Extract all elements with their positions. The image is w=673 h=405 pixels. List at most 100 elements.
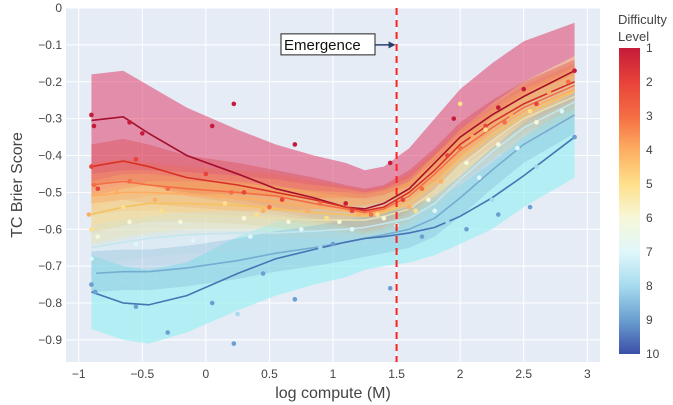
point-27	[228, 190, 234, 195]
series-line-4	[91, 88, 575, 216]
point-47	[89, 226, 94, 232]
point-21	[445, 153, 450, 158]
point-70	[133, 241, 139, 247]
colorbar: Difficulty Level 1 2 3 4 5 6 7 8 9 10	[618, 12, 667, 361]
point-15	[133, 156, 139, 162]
point-5	[231, 101, 237, 107]
colorbar-tick-8: 8	[646, 279, 653, 293]
band-3	[91, 63, 575, 232]
point-8	[387, 160, 393, 166]
x-tick-8: 3	[584, 367, 591, 381]
y-tick-labels: 0 −0.1 −0.2 −0.3 −0.4 −0.5 −0.6 −0.7 −0.8 −0.9	[38, 1, 62, 347]
point-11	[521, 86, 527, 92]
point-50	[222, 201, 228, 206]
colorbar-tick-1: 1	[646, 41, 653, 55]
colorbar-tick-labels: 1 2 3 4 5 6 7 8 9 10	[646, 41, 660, 361]
point-38	[216, 193, 221, 199]
point-16	[203, 171, 209, 177]
band-4	[91, 67, 575, 233]
point-91	[534, 164, 539, 169]
point-68	[534, 120, 539, 125]
colorbar-tick-7: 7	[646, 245, 653, 259]
point-9	[451, 116, 457, 121]
point-39	[260, 208, 266, 214]
point-95	[165, 330, 171, 335]
point-87	[362, 241, 368, 247]
x-tick-labels: −1 −0.5 0 0.5 1 1.5 2 2.5 3	[72, 367, 591, 381]
point-62	[286, 219, 291, 225]
colorbar-title-line2: Level	[618, 29, 649, 44]
colorbar-tick-4: 4	[646, 143, 653, 157]
point-79	[559, 108, 565, 114]
point-66	[464, 160, 469, 166]
point-78	[515, 145, 520, 151]
point-71	[190, 238, 196, 243]
point-84	[235, 311, 240, 317]
point-7	[343, 201, 349, 206]
point-13	[89, 164, 94, 169]
point-65	[426, 197, 431, 203]
point-72	[248, 234, 253, 239]
point-97	[231, 341, 237, 346]
series-line-1	[91, 69, 575, 210]
point-4	[209, 123, 215, 129]
point-55	[457, 101, 463, 107]
point-64	[381, 215, 387, 221]
emergence-arrowhead	[388, 41, 396, 49]
point-12	[572, 68, 577, 73]
point-1	[91, 123, 97, 129]
colorbar-scale	[619, 48, 640, 354]
point-56	[483, 127, 488, 132]
point-59	[127, 219, 132, 225]
point-32	[457, 145, 463, 151]
point-67	[495, 142, 501, 147]
point-93	[92, 289, 98, 295]
point-54	[413, 208, 418, 214]
x-axis-title: log compute (M)	[275, 385, 391, 402]
point-2	[127, 120, 132, 125]
y-tick-9: −0.9	[38, 333, 62, 347]
point-57	[527, 108, 533, 114]
x-tick-2: 0	[203, 367, 210, 381]
point-44	[470, 134, 476, 140]
point-101	[387, 285, 393, 291]
colorbar-tick-3: 3	[646, 109, 653, 123]
point-61	[241, 215, 247, 221]
point-81	[120, 278, 126, 284]
point-51	[254, 212, 260, 217]
point-10	[495, 105, 501, 110]
point-33	[502, 120, 507, 125]
colorbar-title-line1: Difficulty	[618, 12, 667, 27]
point-106	[572, 134, 577, 140]
point-88	[406, 234, 412, 239]
point-19	[349, 208, 355, 214]
point-17	[241, 190, 247, 195]
series-line-2	[91, 81, 575, 212]
y-tick-0: 0	[55, 1, 62, 15]
point-85	[267, 249, 272, 254]
point-52	[324, 215, 329, 221]
series-line-6	[91, 95, 575, 231]
point-14	[95, 186, 101, 191]
y-tick-1: −0.1	[38, 38, 62, 52]
y-tick-7: −0.7	[38, 259, 62, 273]
point-35	[86, 212, 92, 217]
band-7	[91, 79, 575, 267]
point-23	[534, 101, 539, 107]
colorbar-tick-2: 2	[646, 75, 653, 89]
point-24	[91, 182, 97, 188]
y-tick-3: −0.3	[38, 112, 62, 126]
point-3	[139, 131, 145, 136]
point-31	[419, 186, 425, 191]
series-line-5	[91, 90, 575, 218]
band-9	[91, 100, 575, 344]
point-18	[279, 197, 285, 203]
point-29	[317, 201, 323, 206]
emergence-label: Emergence	[284, 37, 361, 54]
point-76	[432, 208, 438, 214]
point-26	[165, 186, 171, 191]
data-points	[86, 68, 577, 346]
colorbar-tick-10: 10	[646, 347, 660, 361]
x-tick-0: −1	[72, 367, 86, 381]
point-94	[133, 304, 139, 309]
